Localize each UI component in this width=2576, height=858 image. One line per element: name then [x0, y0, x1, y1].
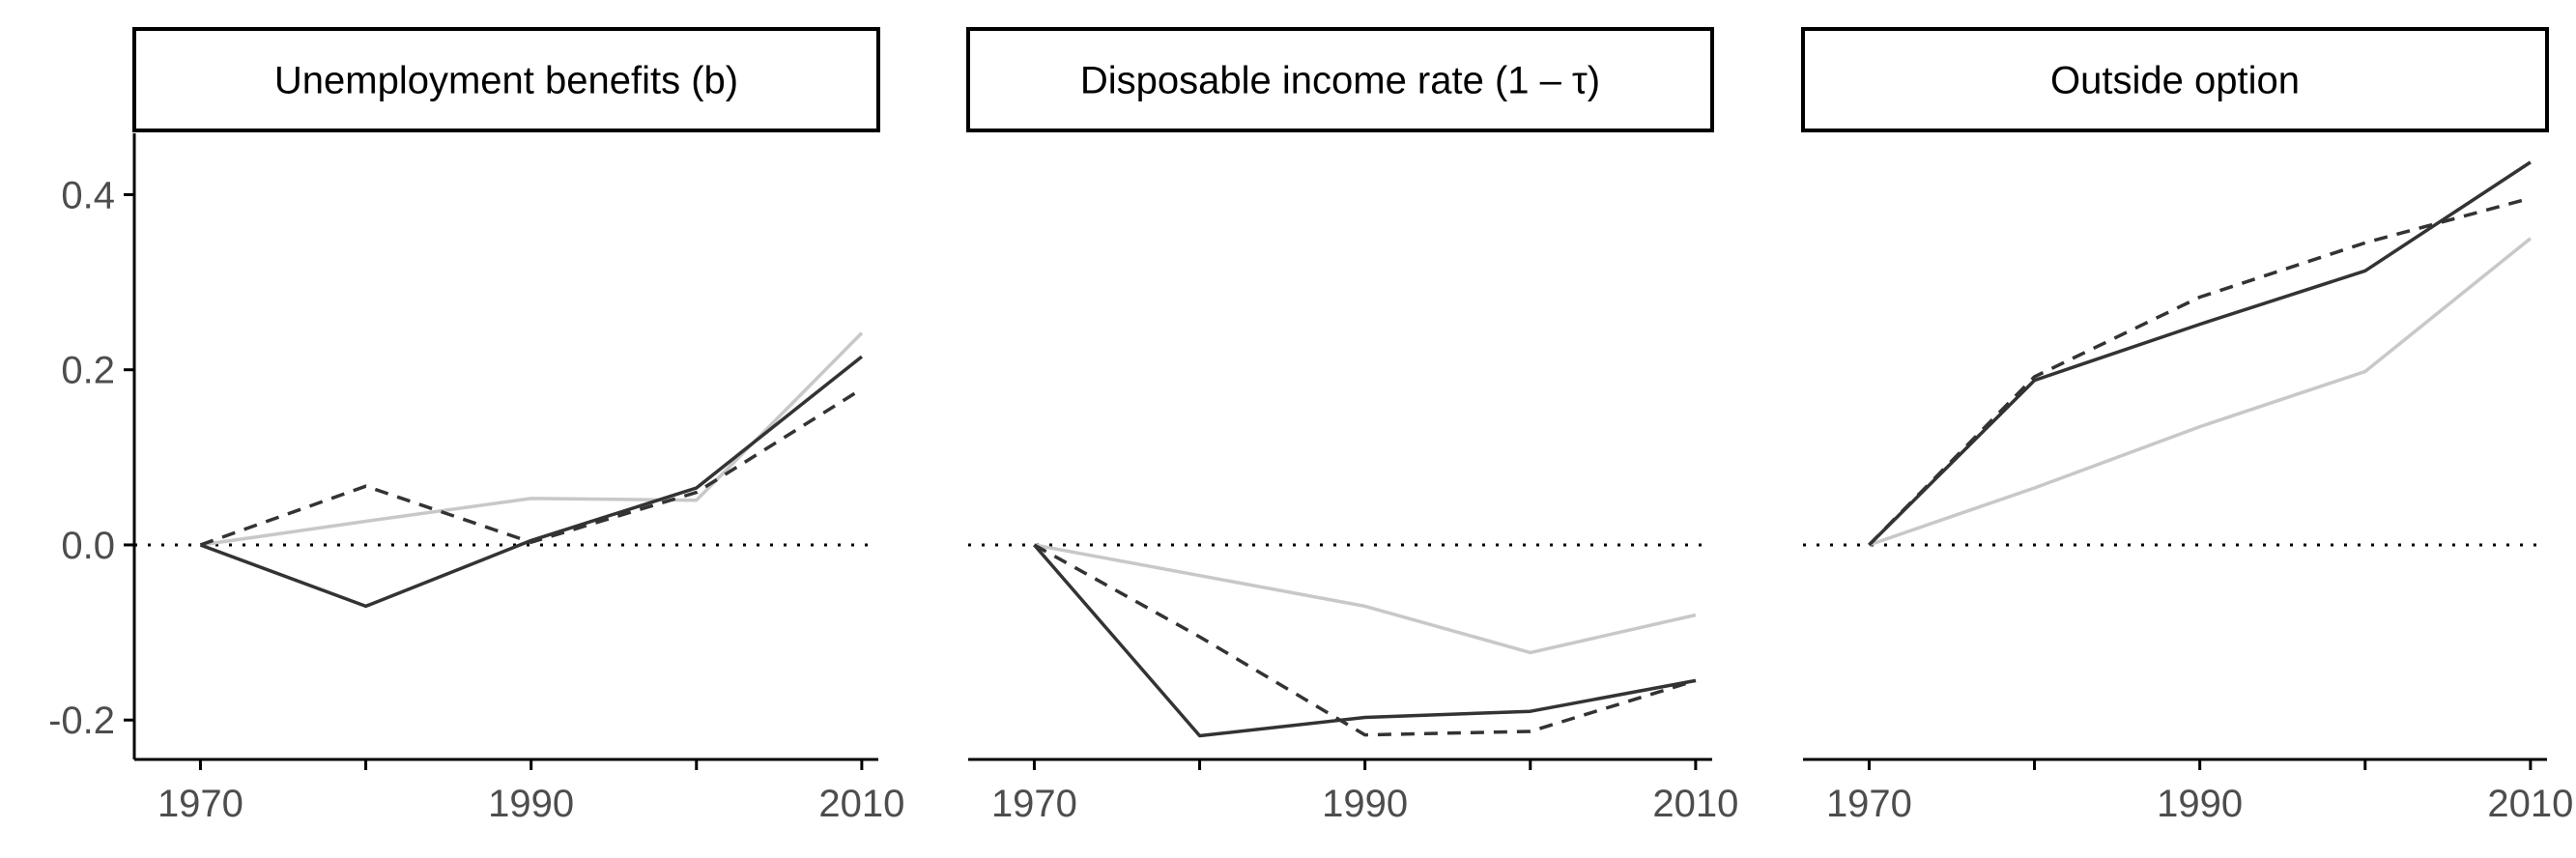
x-tick-label: 1990	[488, 783, 574, 825]
y-tick-label: 0.4	[61, 174, 115, 216]
x-tick-label: 2010	[2487, 783, 2573, 825]
y-tick-label: 0.0	[61, 525, 115, 567]
series-line-solid-dark	[1033, 543, 1697, 738]
series-line-solid-light	[200, 331, 864, 547]
x-tick-label: 1990	[1322, 783, 1408, 825]
facet-strip	[1801, 27, 2549, 132]
x-tick-label: 1970	[1826, 783, 1912, 825]
facet-strip	[132, 27, 880, 132]
facet-strip	[966, 27, 1714, 132]
series-line-dashed-dark	[1033, 543, 1697, 737]
series-line-dashed-dark	[1868, 196, 2532, 547]
x-tick-label: 1970	[157, 783, 243, 825]
series-line-solid-light	[1034, 543, 1697, 655]
series-line-dashed-dark	[199, 387, 863, 547]
x-tick-label: 1970	[991, 783, 1077, 825]
series-line-solid-dark	[1868, 160, 2532, 547]
facet-strip-label: Outside option	[2050, 60, 2300, 102]
series-line-solid-dark	[199, 355, 863, 609]
y-tick-label: -0.2	[48, 700, 115, 742]
series-line-solid-light	[1868, 237, 2532, 547]
x-tick-label: 2010	[1652, 783, 1738, 825]
y-tick-label: 0.2	[61, 350, 115, 392]
x-tick-label: 2010	[818, 783, 904, 825]
facet-strip-label: Unemployment benefits (b)	[274, 60, 738, 102]
facet-strip-label: Disposable income rate (1 – τ)	[1080, 60, 1600, 102]
x-tick-label: 1990	[2157, 783, 2243, 825]
